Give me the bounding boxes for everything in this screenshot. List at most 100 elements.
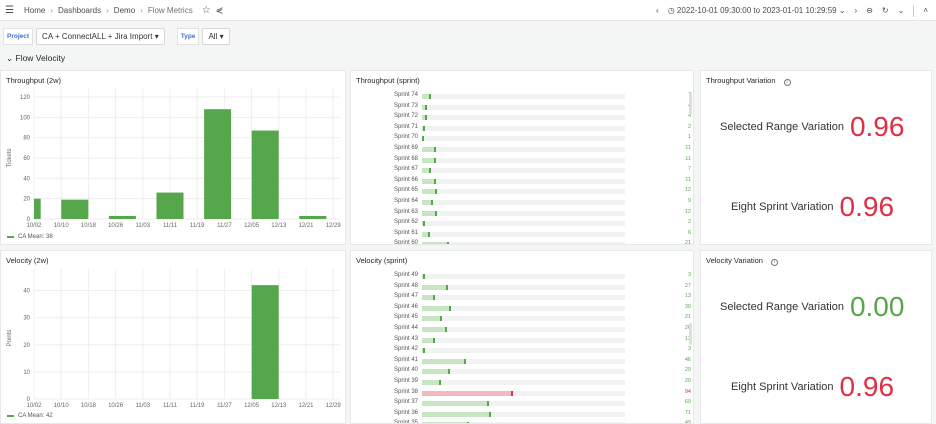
gauge-track (422, 242, 625, 244)
sprint-label: Sprint 63 (393, 208, 418, 215)
gauge-value: 4 (661, 103, 691, 109)
y-tick-label: 20 (23, 343, 30, 349)
gauge-value: 69 (684, 399, 691, 406)
gauge-track (422, 168, 625, 174)
time-range-text: 2022-10-01 09:30:00 to 2023-01-01 10:29:… (676, 6, 837, 15)
gauge-fill (422, 94, 431, 99)
panel-title-text: Velocity Variation (706, 256, 763, 265)
gauge-value: 2 (687, 219, 691, 226)
bar-gauge-row: Sprint 62 2 (351, 219, 693, 229)
gauge-value: 21 (684, 240, 691, 245)
gauge-fill (422, 210, 438, 216)
info-icon[interactable]: i (770, 259, 778, 266)
gauge-track (422, 327, 625, 332)
x-tick-label: 11/27 (217, 223, 232, 229)
gauge-fill (422, 337, 435, 343)
gauge-value: 6 (687, 229, 691, 236)
sprint-label: Sprint 35 (393, 420, 418, 424)
bar-gauge-row: Sprint 41 46 (351, 356, 693, 367)
gauge-value: 3 (687, 272, 691, 278)
breadcrumb-home[interactable]: Home (23, 5, 46, 15)
stat-value: 0.96 (849, 111, 905, 142)
time-range-picker[interactable]: ◷ 2022-10-01 09:30:00 to 2023-01-01 10:2… (668, 6, 846, 15)
gauge-value: 2 (687, 123, 691, 130)
time-forward-button[interactable]: › (854, 6, 858, 15)
gauge-track (422, 295, 625, 301)
x-tick-label: 10/18 (81, 223, 97, 229)
refresh-interval-chevron-icon[interactable]: ⌄ (897, 6, 905, 15)
x-tick-label: 11/11 (163, 223, 178, 229)
bar-gauge-row: Sprint 35 49 (351, 420, 693, 424)
row-flow-velocity[interactable]: ⌄ Flow Velocity (6, 53, 65, 64)
bar-gauge-row: Sprint 43 13 (351, 335, 693, 346)
y-tick-label: 30 (23, 316, 30, 322)
gauge-fill (422, 168, 431, 174)
gauge-track (422, 178, 625, 184)
y-tick-label: 60 (23, 156, 30, 162)
bar-gauge-row: Sprint 64 9 (351, 198, 693, 208)
eight-sprint-stat: Eight Sprint Variation 0.96 (731, 191, 894, 223)
info-icon[interactable]: i (783, 79, 791, 86)
sprint-label: Sprint 36 (393, 409, 418, 416)
gauge-value: 7 (661, 92, 691, 98)
x-tick-label: 12/13 (271, 223, 287, 229)
gauge-fill (422, 358, 467, 364)
eight-sprint-stat: Eight Sprint Variation 0.96 (731, 371, 894, 403)
breadcrumb-dashboards[interactable]: Dashboards (57, 5, 102, 15)
time-back-button[interactable]: ‹ (656, 6, 659, 15)
zoom-out-icon[interactable]: ⊖ (866, 6, 873, 15)
x-tick-label: 11/27 (217, 403, 232, 409)
gauge-fill (422, 305, 451, 311)
gauge-value: 94 (684, 388, 691, 395)
gauge-value: 13 (684, 335, 691, 342)
scrollbar[interactable] (689, 323, 692, 345)
bar-gauge-row: Sprint 46 30 (351, 304, 693, 314)
project-select[interactable]: CA + ConnectALL + Jira Import ▾ (36, 28, 165, 45)
bar (299, 215, 327, 219)
bar-gauge-row: Sprint 69 11 (351, 145, 693, 155)
gauge-track (422, 221, 625, 227)
x-tick-label: 10/02 (26, 403, 42, 409)
x-tick-label: 10/10 (54, 403, 70, 409)
share-icon[interactable]: ⋞ (215, 4, 224, 15)
x-tick-label: 11/03 (136, 223, 151, 229)
bar-gauge-row: Sprint 48 27 (351, 283, 693, 293)
panel-title: Velocity Variation i (706, 256, 778, 266)
bar-gauge-row: Sprint 68 11 (351, 155, 693, 166)
velocity-variation-panel: Velocity Variation i Selected Range Varia… (700, 250, 932, 424)
x-tick-label: 11/19 (190, 403, 205, 409)
star-icon[interactable]: ☆ (201, 4, 211, 16)
type-select[interactable]: All ▾ (202, 28, 230, 45)
gauge-fill (422, 348, 425, 354)
gauge-fill (422, 411, 491, 417)
legend[interactable]: CA Mean: 42 (7, 413, 53, 419)
bar (251, 130, 279, 219)
x-tick-label: 11/11 (163, 403, 178, 409)
sprint-label: Sprint 49 (393, 272, 418, 278)
breadcrumb-current: Flow Metrics (147, 5, 193, 15)
collapse-icon[interactable]: ˄ (923, 6, 928, 15)
bar-gauge-row: Sprint 37 69 (351, 399, 693, 409)
gauge-track (422, 369, 625, 375)
bar-gauge-row: Sprint 65 12 (351, 187, 693, 197)
sprint-label: Sprint 66 (393, 176, 418, 183)
y-tick-label: 20 (23, 197, 30, 203)
gauge-track (422, 274, 625, 279)
bar-gauge-row: Sprint 74 7 (351, 92, 693, 102)
gauge-value: 29 (684, 367, 691, 374)
x-tick-label: 11/03 (136, 403, 151, 409)
gauge-value: 11 (685, 155, 691, 162)
gauge-fill (422, 221, 425, 227)
refresh-icon[interactable]: ↻ (881, 6, 889, 15)
gauge-value: 46 (684, 356, 691, 363)
panel-title: Velocity (sprint) (356, 256, 408, 265)
scrollbar[interactable] (689, 93, 692, 115)
legend[interactable]: CA Mean: 38 (7, 234, 53, 240)
bar-gauge-row: Sprint 63 12 (351, 208, 693, 219)
bar-gauge-row: Sprint 72 4 (351, 113, 693, 123)
menu-icon[interactable]: ☰ (5, 4, 14, 16)
breadcrumb-demo[interactable]: Demo (113, 5, 136, 15)
stat-value: 0.00 (849, 291, 905, 322)
project-label: Project (3, 28, 34, 45)
x-tick-label: 11/19 (190, 223, 205, 229)
